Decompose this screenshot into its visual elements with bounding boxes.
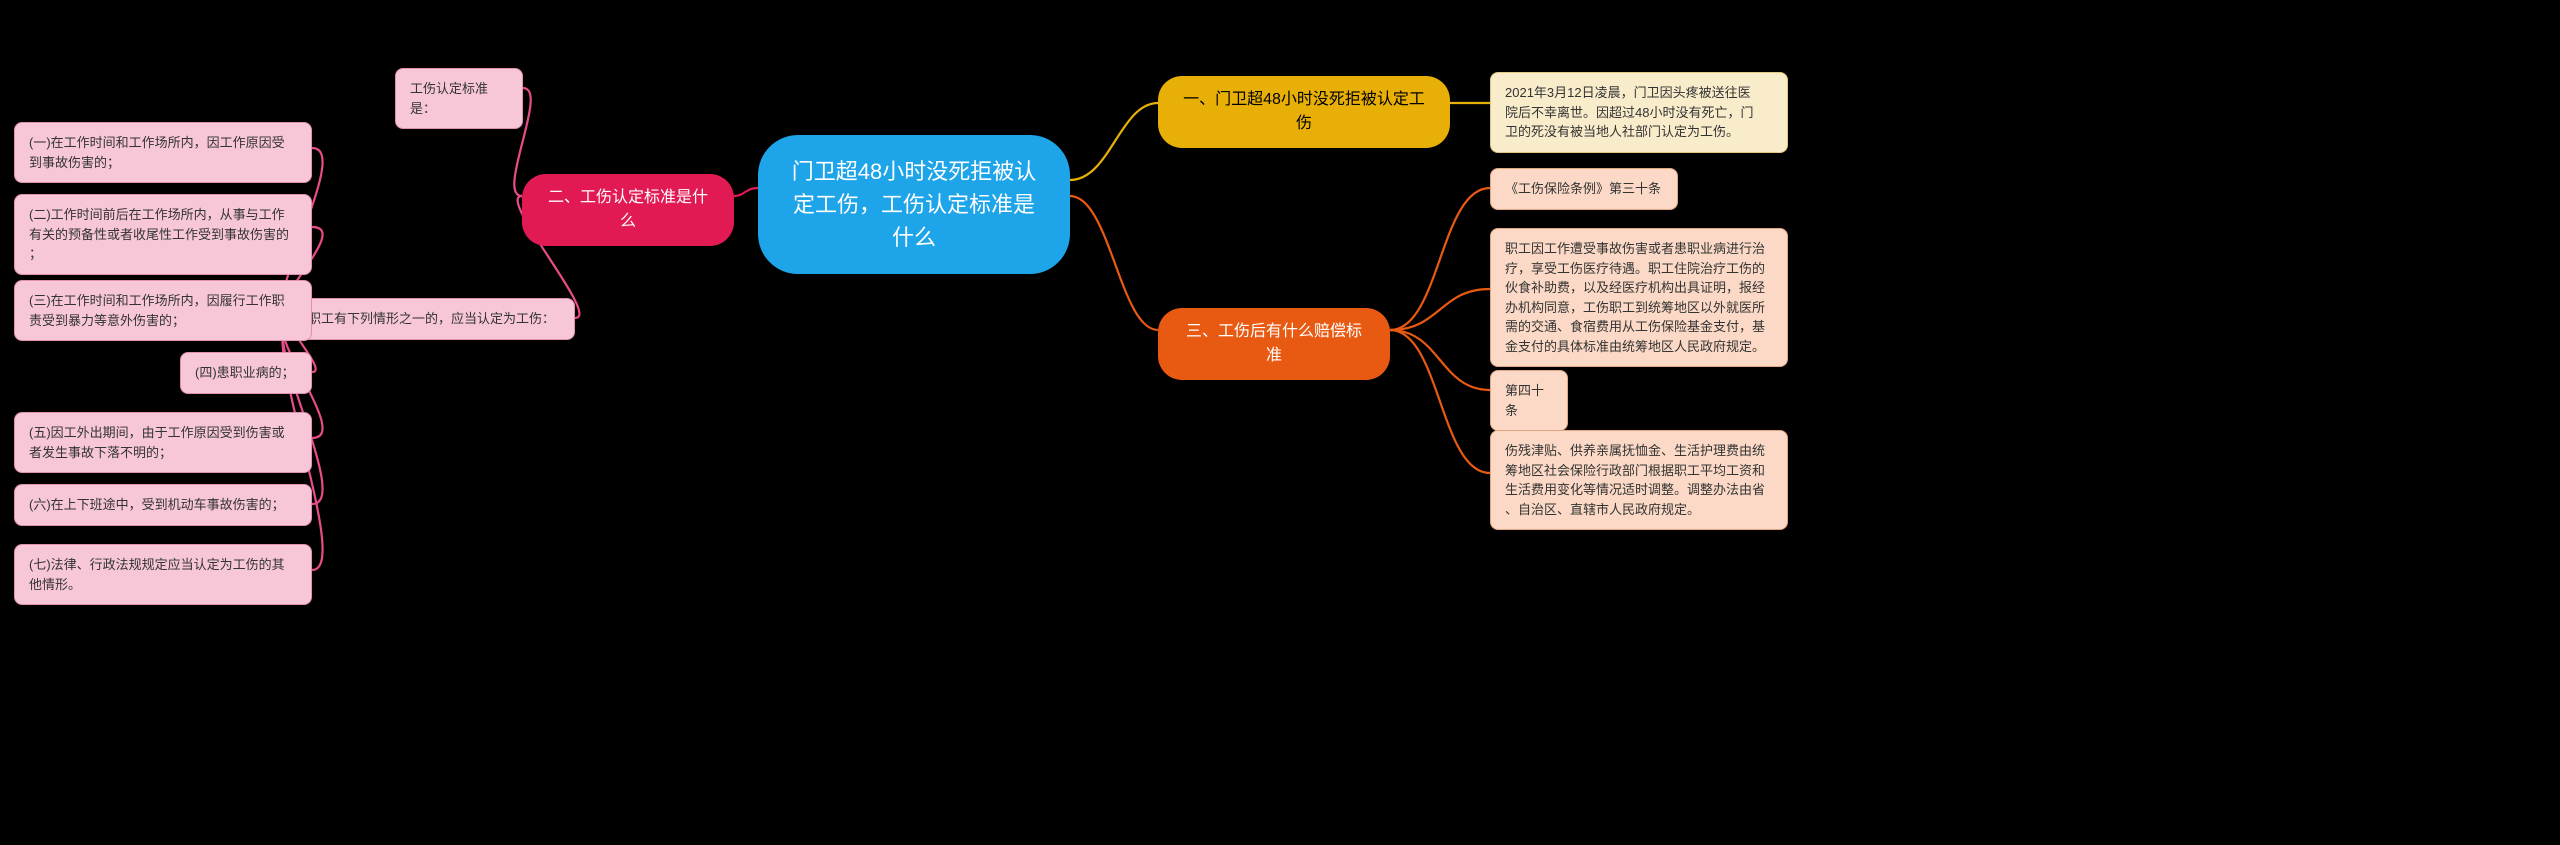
branch-1-node: 一、门卫超48小时没死拒被认定工伤 — [1158, 76, 1450, 148]
branch-3-leaf-3: 伤残津贴、供养亲属抚恤金、生活护理费由统筹地区社会保险行政部门根据职工平均工资和… — [1490, 430, 1788, 530]
branch-3-leaf-2: 第四十条 — [1490, 370, 1568, 431]
branch-2-leaf-5: (六)在上下班途中，受到机动车事故伤害的； — [14, 484, 312, 526]
branch-2-leaf-0: (一)在工作时间和工作场所内，因工作原因受到事故伤害的； — [14, 122, 312, 183]
branch-2-sub1: 工伤认定标准是： — [395, 68, 523, 129]
branch-2-node: 二、工伤认定标准是什么 — [522, 174, 734, 246]
branch-2-leaf-4: (五)因工外出期间，由于工作原因受到伤害或者发生事故下落不明的； — [14, 412, 312, 473]
root-node: 门卫超48小时没死拒被认定工伤，工伤认定标准是什么 — [758, 135, 1070, 274]
mindmap-nodes-layer: 门卫超48小时没死拒被认定工伤，工伤认定标准是什么 一、门卫超48小时没死拒被认定… — [0, 0, 2560, 845]
branch-1-leaf: 2021年3月12日凌晨，门卫因头疼被送往医院后不幸离世。因超过48小时没有死亡… — [1490, 72, 1788, 153]
branch-2-leaf-6: (七)法律、行政法规规定应当认定为工伤的其他情形。 — [14, 544, 312, 605]
branch-2-sub2: 职工有下列情形之一的，应当认定为工伤： — [293, 298, 575, 340]
branch-3-node: 三、工伤后有什么赔偿标准 — [1158, 308, 1390, 380]
branch-2-leaf-1: (二)工作时间前后在工作场所内，从事与工作有关的预备性或者收尾性工作受到事故伤害… — [14, 194, 312, 275]
branch-3-leaf-0: 《工伤保险条例》第三十条 — [1490, 168, 1678, 210]
branch-2-leaf-3: (四)患职业病的； — [180, 352, 312, 394]
branch-3-leaf-1: 职工因工作遭受事故伤害或者患职业病进行治疗，享受工伤医疗待遇。职工住院治疗工伤的… — [1490, 228, 1788, 367]
branch-2-leaf-2: (三)在工作时间和工作场所内，因履行工作职责受到暴力等意外伤害的； — [14, 280, 312, 341]
